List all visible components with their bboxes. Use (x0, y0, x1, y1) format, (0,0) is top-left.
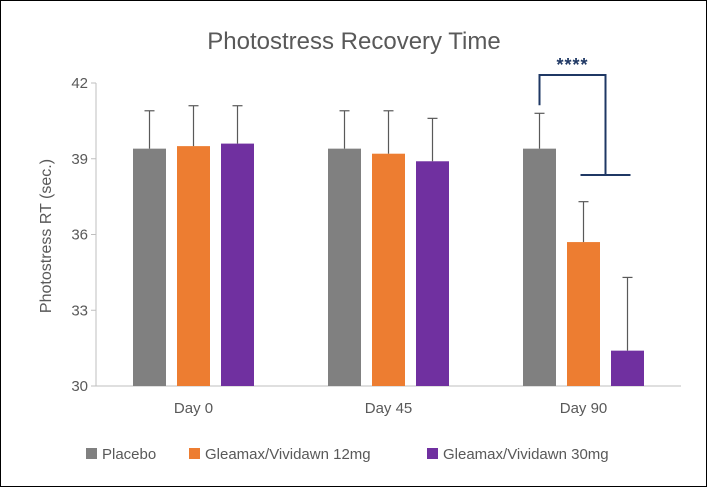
x-tick-label: Day 0 (174, 400, 213, 417)
x-tick-label: Day 45 (365, 400, 413, 417)
legend-swatch (427, 448, 438, 459)
y-tick-label: 30 (71, 378, 88, 395)
legend-label: Gleamax/Vividawn 30mg (443, 446, 609, 463)
x-tick-label: Day 90 (560, 400, 608, 417)
y-tick-label: 33 (71, 302, 88, 319)
significance-label: **** (556, 55, 588, 75)
significance-bracket (538, 74, 607, 175)
y-axis-label: Photostress RT (sec.) (38, 159, 55, 313)
bar (328, 148, 361, 386)
legend-label: Placebo (102, 446, 156, 463)
chart-title: Photostress Recovery Time (207, 28, 500, 55)
legend-label: Gleamax/Vividawn 12mg (205, 446, 371, 463)
plot-area: 30 33 36 39 42 Day 0 Day 45 Day 90 **** (71, 55, 681, 417)
y-tick-label: 42 (71, 75, 88, 92)
legend: Placebo Gleamax/Vividawn 12mg Gleamax/Vivi… (86, 446, 609, 463)
y-tick-label: 36 (71, 227, 88, 244)
bar (567, 242, 600, 386)
bar (221, 143, 254, 386)
legend-swatch (189, 448, 200, 459)
bar (416, 161, 449, 386)
bar (611, 350, 644, 386)
bar (523, 148, 556, 386)
legend-swatch (86, 448, 97, 459)
y-tick-label: 39 (71, 151, 88, 168)
bar (372, 153, 405, 386)
bar (177, 146, 210, 386)
bar (133, 148, 166, 386)
